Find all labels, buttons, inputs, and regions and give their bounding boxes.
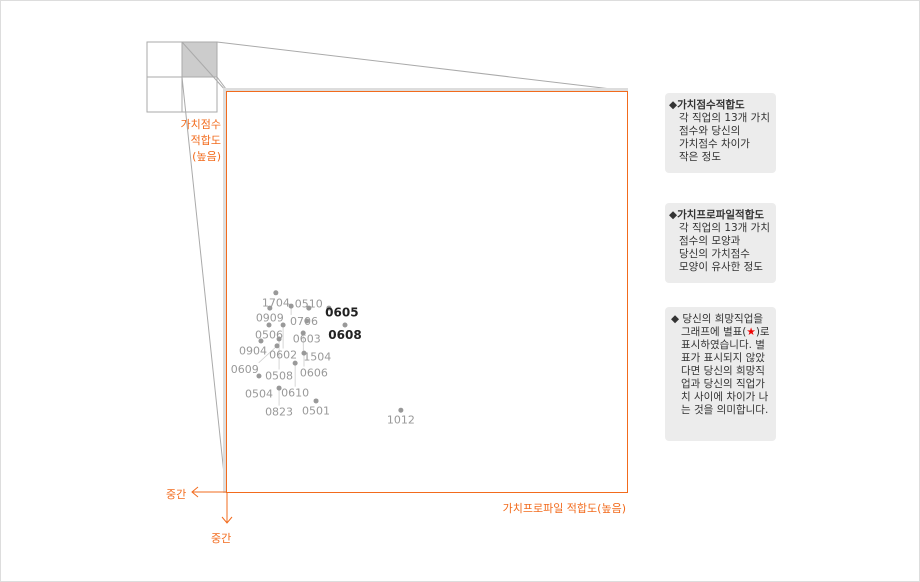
data-label: 0823	[265, 406, 293, 419]
leader-lines-layer	[258, 306, 305, 406]
star-note-text: ◆ 당신의 희망직업을 그래프에 별표(	[671, 313, 764, 338]
x-axis-label: 가치프로파일 적합도(높음)	[502, 502, 626, 515]
data-label: 1704	[262, 296, 290, 309]
data-label: 0605	[325, 306, 358, 320]
labels-layer: 1704 0909 0706 0510 0603 0605 0608 0506 0602 1504…	[231, 296, 415, 426]
star-note-text: )로 표시하였습니다. 별표가 표시되지 않았다면 당신의 희망직업과 당신의 …	[681, 326, 770, 416]
data-label: 0504	[245, 388, 273, 401]
data-label: 0909	[256, 312, 284, 325]
frame-shadow-left	[223, 88, 227, 493]
data-label: 0510	[295, 298, 323, 311]
data-label: 0610	[281, 387, 309, 400]
data-label: 0606	[300, 367, 328, 380]
data-point	[326, 305, 332, 311]
data-label: 0608	[328, 328, 361, 342]
data-label: 1012	[387, 414, 415, 427]
star-note: ◆ 당신의 희망직업을 그래프에 별표(★)로 표시하였습니다. 별표가 표시되…	[669, 313, 770, 417]
legend-title: ◆가치프로파일적합도	[669, 209, 765, 221]
y-axis-label-line: (높음)	[192, 150, 221, 163]
x-origin-label: 중간	[166, 488, 187, 501]
legend-desc: 각 직업의 13개 가치 점수와 당신의 가치점수 차이가 작은 정도	[679, 112, 770, 163]
data-point	[274, 343, 280, 349]
legend-box-value-profile: ◆가치프로파일적합도 각 직업의 13개 가치 점수의 모양과 당신의 가치점수…	[665, 203, 776, 283]
y-axis-label: 가치점수 적합도 (높음)	[151, 117, 221, 165]
frame-shadow-top	[223, 88, 628, 92]
data-label: 0506	[255, 328, 283, 341]
data-point	[398, 407, 404, 413]
data-point	[304, 318, 310, 324]
data-point	[301, 350, 307, 356]
data-point	[266, 322, 272, 328]
data-point	[276, 385, 282, 391]
points-layer	[256, 290, 404, 413]
data-label: 0501	[302, 404, 330, 417]
label-leader-line	[258, 345, 278, 364]
data-label: 0706	[290, 315, 318, 328]
y-origin-label: 중간	[211, 532, 232, 545]
data-point	[342, 322, 348, 328]
data-point	[280, 322, 286, 328]
data-point	[306, 305, 312, 311]
x-origin-arrow	[191, 486, 226, 498]
data-point	[300, 330, 306, 336]
data-label: 0609	[231, 363, 259, 376]
y-origin-arrow	[221, 493, 233, 524]
star-icon: ★	[746, 326, 756, 338]
data-point	[256, 373, 262, 379]
data-point	[267, 305, 273, 311]
legend-desc: 각 직업의 13개 가치 점수의 모양과 당신의 가치점수 모양이 유사한 정도	[679, 222, 770, 273]
legend-title: ◆가치점수적합도	[669, 99, 745, 111]
plot-frame	[226, 91, 628, 493]
zoom-lines	[181, 41, 629, 494]
data-label: 1504	[303, 351, 331, 364]
data-point	[288, 303, 294, 309]
data-point	[292, 360, 298, 366]
data-point	[276, 336, 282, 342]
data-point	[273, 290, 279, 296]
data-point	[258, 338, 264, 344]
data-label: 0508	[265, 370, 293, 383]
y-axis-label-line: 가치점수	[180, 118, 221, 131]
legend-box-value-score: ◆가치점수적합도 각 직업의 13개 가치 점수와 당신의 가치점수 차이가 작…	[665, 93, 776, 173]
data-label: 0904	[239, 345, 267, 358]
data-point	[313, 398, 319, 404]
y-axis-label-line: 적합도	[190, 134, 221, 147]
legend-box-star-note: ◆ 당신의 희망직업을 그래프에 별표(★)로 표시하였습니다. 별표가 표시되…	[665, 307, 776, 441]
data-label: 0603	[293, 332, 321, 345]
data-label: 0602	[269, 348, 297, 361]
